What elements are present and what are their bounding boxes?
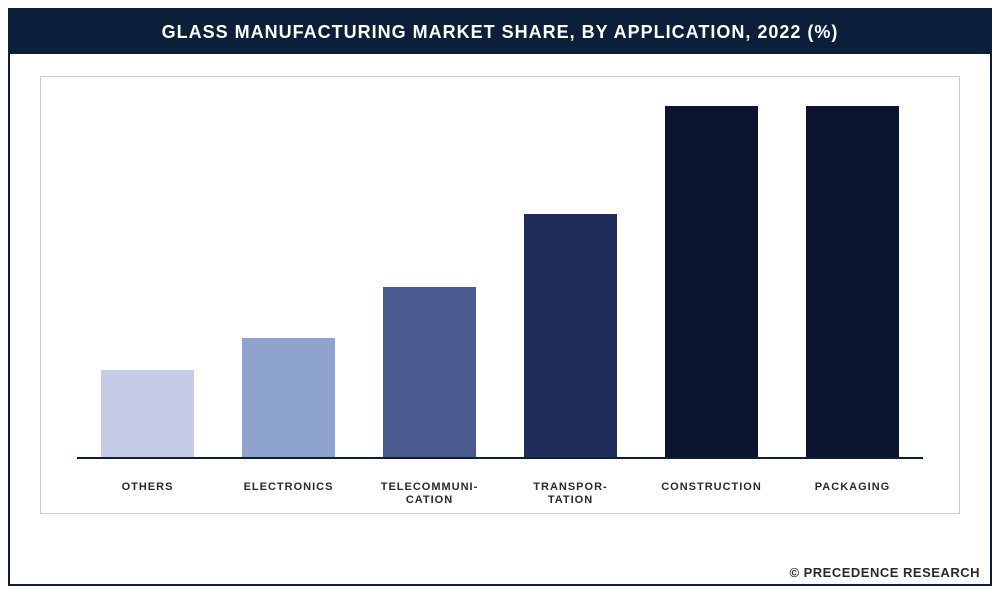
- x-axis-baseline: [77, 457, 923, 459]
- x-label: TRANSPOR- TATION: [500, 481, 641, 507]
- bar-slot: [77, 95, 218, 457]
- x-label: PACKAGING: [782, 481, 923, 507]
- bar-packaging: [806, 106, 899, 457]
- x-axis-labels: OTHERS ELECTRONICS TELECOMMUNI- CATION T…: [77, 481, 923, 507]
- x-label: TELECOMMUNI- CATION: [359, 481, 500, 507]
- bars-container: [77, 95, 923, 457]
- bar-slot: [782, 95, 923, 457]
- bar-slot: [218, 95, 359, 457]
- plot-area: [77, 95, 923, 459]
- plot-frame: OTHERS ELECTRONICS TELECOMMUNI- CATION T…: [40, 76, 960, 514]
- bar-slot: [641, 95, 782, 457]
- x-label: ELECTRONICS: [218, 481, 359, 507]
- bar-slot: [359, 95, 500, 457]
- bar-construction: [665, 106, 758, 457]
- credit-text: © PRECEDENCE RESEARCH: [789, 565, 980, 580]
- x-label: OTHERS: [77, 481, 218, 507]
- bar-others: [101, 370, 194, 457]
- x-label: CONSTRUCTION: [641, 481, 782, 507]
- bar-electronics: [242, 338, 335, 457]
- bar-transportation: [524, 214, 617, 457]
- chart-title: GLASS MANUFACTURING MARKET SHARE, BY APP…: [10, 10, 990, 54]
- bar-telecommunication: [383, 287, 476, 457]
- bar-slot: [500, 95, 641, 457]
